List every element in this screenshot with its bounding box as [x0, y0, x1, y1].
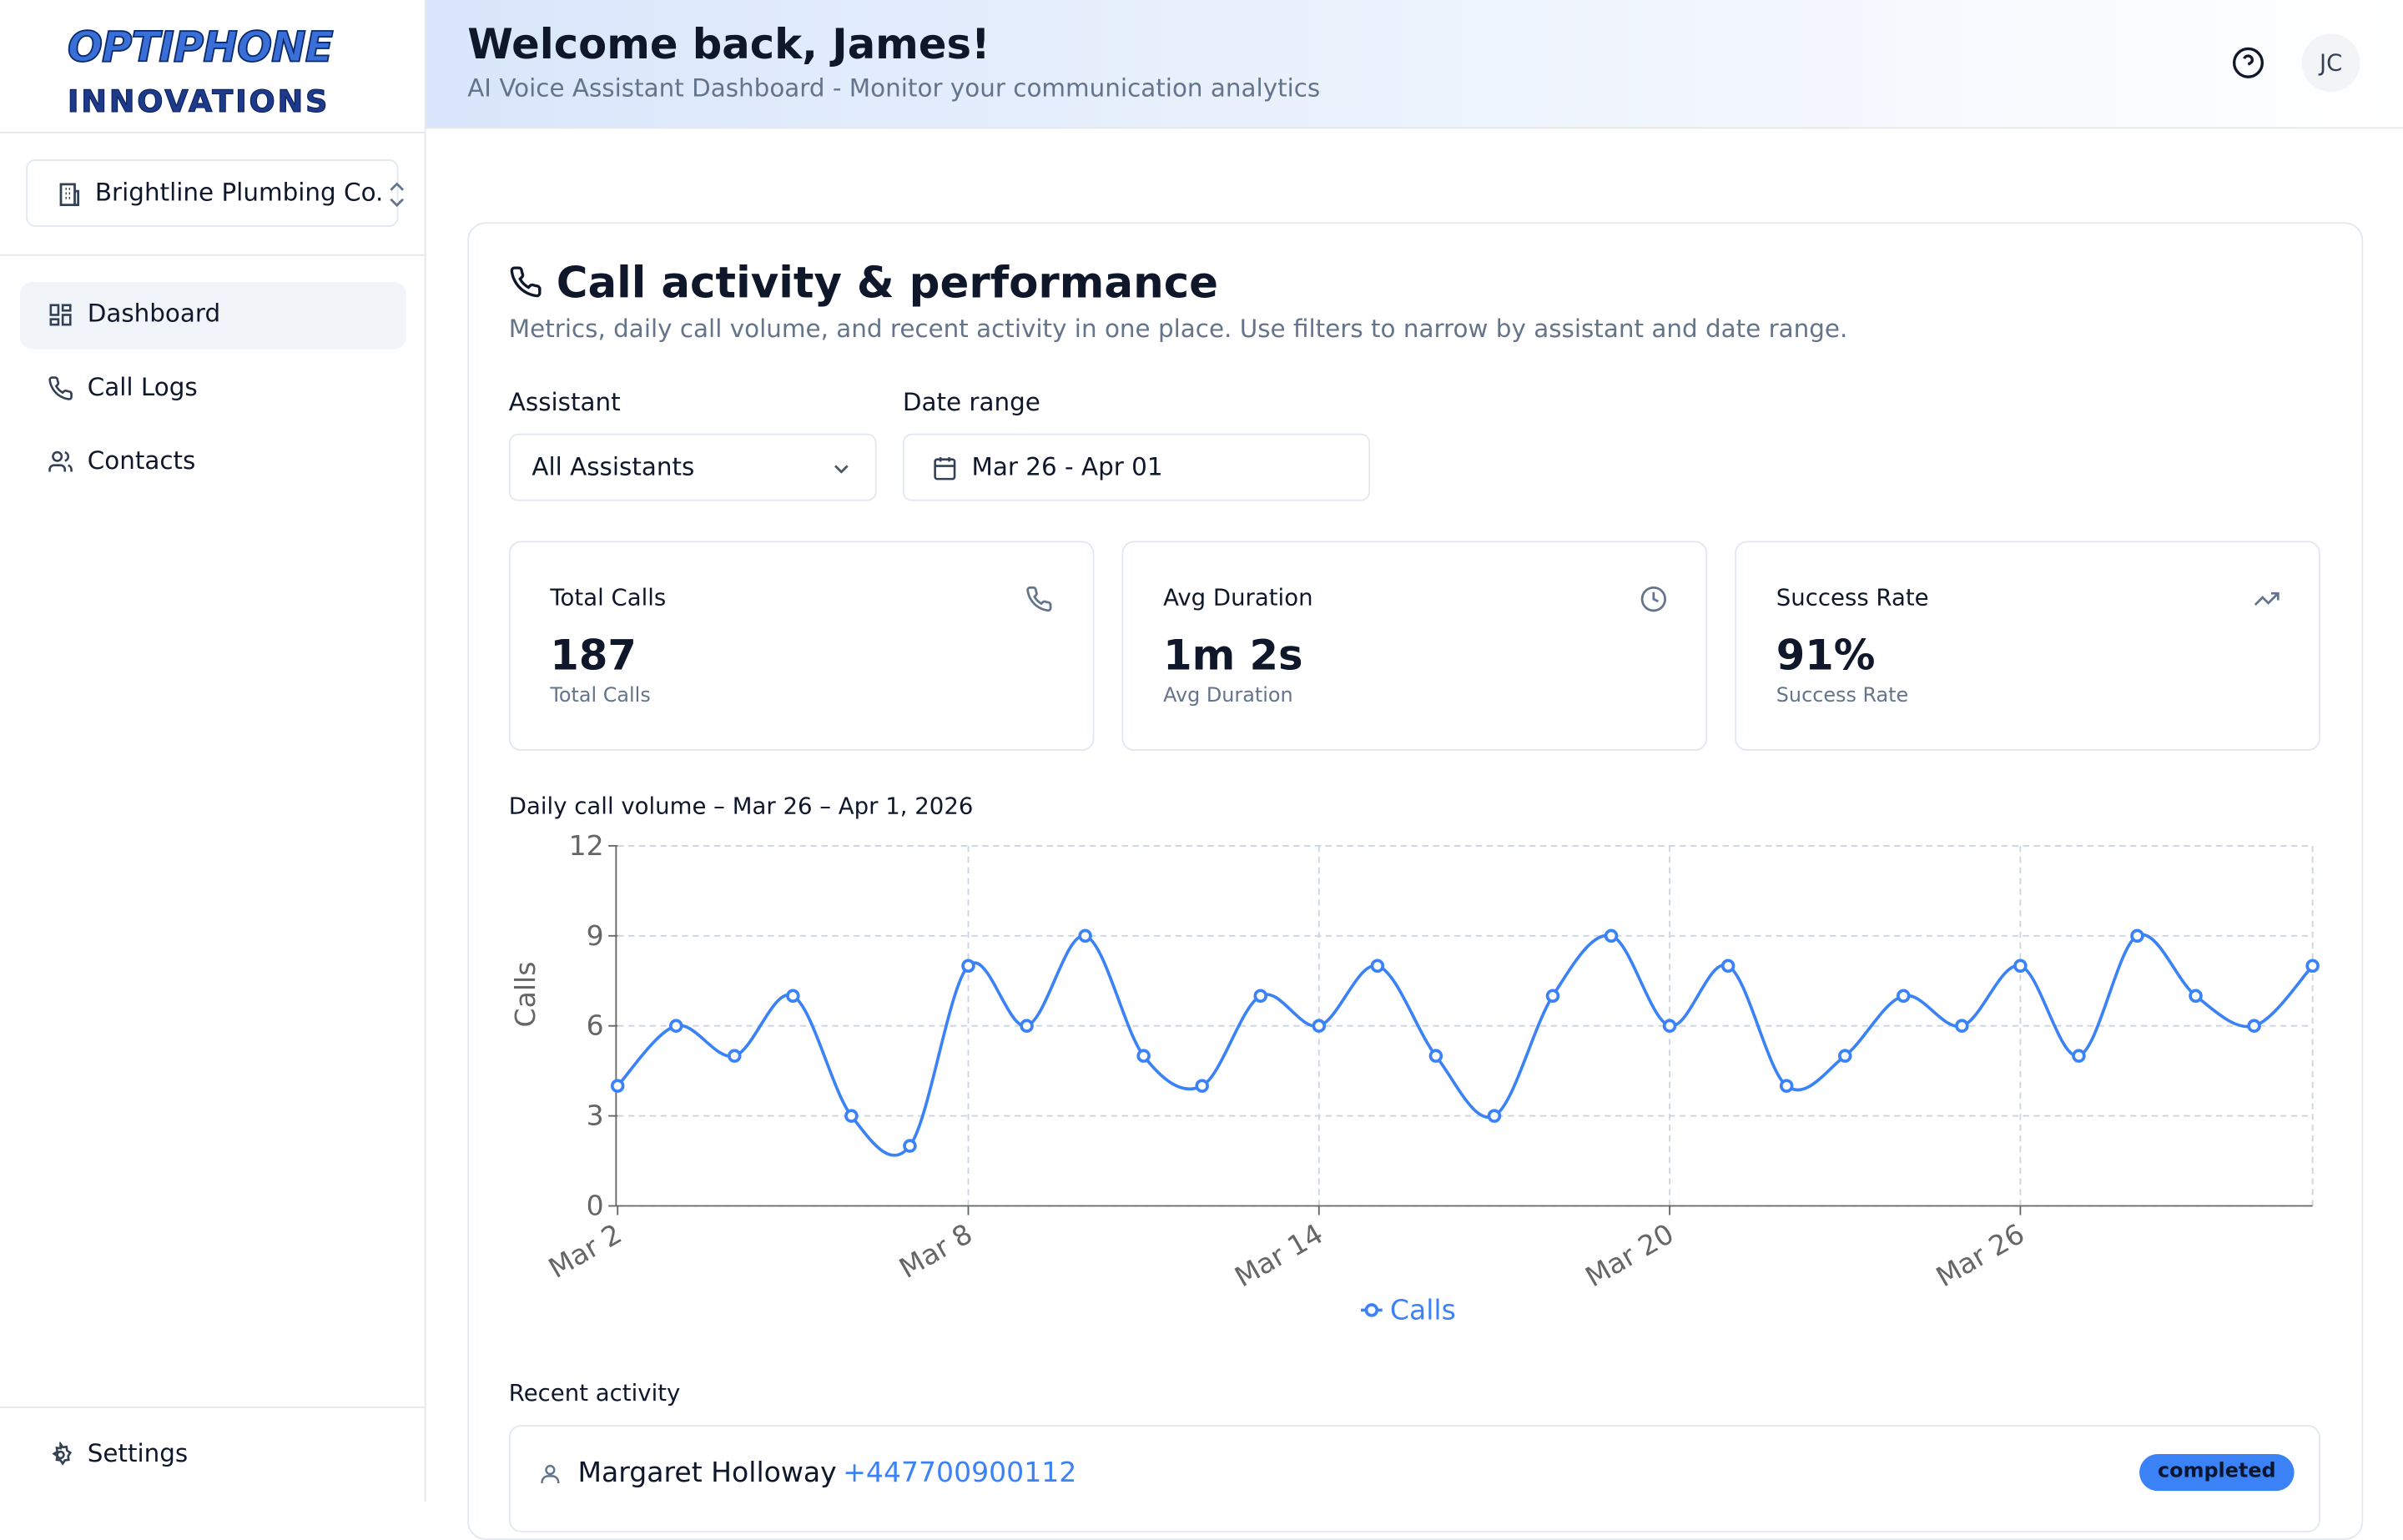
company-selector[interactable]: Brightline Plumbing Co.: [26, 159, 405, 227]
metric-caption: Total Calls: [550, 685, 651, 708]
settings-link[interactable]: Settings: [87, 1438, 189, 1468]
filter-label: Date range: [902, 387, 1040, 417]
chart-title: Daily call volume – Mar 26 – Apr 1, 2026: [508, 792, 974, 820]
filter-label: Assistant: [508, 387, 621, 417]
avatar-initials: JC: [2319, 48, 2343, 77]
company-name: Brightline Plumbing Co.: [94, 178, 384, 207]
dashboard-icon: [49, 304, 72, 326]
building-icon: [59, 183, 80, 207]
contact-phone[interactable]: +447700900112: [843, 1457, 1077, 1490]
chevrons-icon: [390, 182, 405, 208]
logo-line-1: OPTIPHONE: [67, 24, 335, 73]
panel: [467, 222, 2364, 1540]
panel-description: Metrics, daily call volume, and recent a…: [508, 314, 1848, 344]
metric-title: Avg Duration: [1163, 583, 1313, 611]
logo-line-2: INNOVATIONS: [67, 83, 330, 120]
metric-title: Success Rate: [1776, 583, 1929, 611]
status-text: completed: [2158, 1460, 2276, 1483]
metric-title: Total Calls: [550, 583, 667, 611]
trending-icon: [2254, 591, 2280, 606]
metric-card: Avg Duration 1m 2s Avg Duration: [1121, 541, 1708, 752]
calendar-icon: [934, 457, 956, 481]
welcome-subtitle: AI Voice Assistant Dashboard - Monitor y…: [467, 73, 1321, 103]
logo[interactable]: OPTIPHONE INNOVATIONS: [61, 18, 367, 119]
panel-title: Call activity & performance: [556, 257, 1219, 309]
metric-value: 1m 2s: [1163, 632, 1303, 681]
metric-card: Success Rate 91% Success Rate: [1735, 541, 2320, 752]
avatar[interactable]: JC: [2301, 33, 2360, 93]
user-icon: [541, 1464, 560, 1483]
metric-value: 91%: [1776, 632, 1876, 681]
nav-item[interactable]: Call Logs: [87, 372, 198, 402]
phone-icon: [1026, 586, 1052, 612]
metric-caption: Avg Duration: [1163, 685, 1293, 708]
phone-icon: [510, 266, 542, 298]
divider: [0, 254, 425, 256]
chevron-icon: [834, 465, 849, 474]
divider: [0, 1407, 425, 1408]
assistant-value: All Assistants: [531, 451, 695, 481]
welcome-title: Welcome back, James!: [467, 21, 990, 69]
nav-item[interactable]: Contacts: [87, 445, 196, 476]
header: Welcome back, James! AI Voice Assistant …: [426, 0, 2403, 129]
activity-row[interactable]: Margaret Holloway +447700900112 complete…: [508, 1425, 2320, 1532]
assistant-select[interactable]: All Assistants: [508, 433, 877, 501]
sidebar: OPTIPHONE INNOVATIONS Brightline Plumbin…: [0, 0, 426, 1502]
date-range-picker[interactable]: Mar 26 - Apr 01: [902, 433, 1371, 501]
metric-caption: Success Rate: [1776, 685, 1909, 708]
section-title: Recent activity: [508, 1379, 681, 1407]
metric-value: 187: [550, 632, 637, 681]
clock-icon: [1640, 586, 1666, 612]
help-button[interactable]: [2231, 46, 2264, 79]
contact-name: Margaret Holloway: [577, 1457, 837, 1490]
divider: [0, 131, 425, 133]
contacts-icon: [48, 450, 73, 472]
status-badge: completed: [2139, 1454, 2295, 1492]
phone-icon: [48, 376, 73, 400]
settings-icon: [52, 1442, 73, 1466]
nav-item[interactable]: Dashboard: [87, 299, 221, 329]
nav-item-active[interactable]: [19, 281, 406, 350]
metric-card: Total Calls 187 Total Calls: [508, 541, 1095, 752]
date-range-value: Mar 26 - Apr 01: [971, 451, 1163, 481]
